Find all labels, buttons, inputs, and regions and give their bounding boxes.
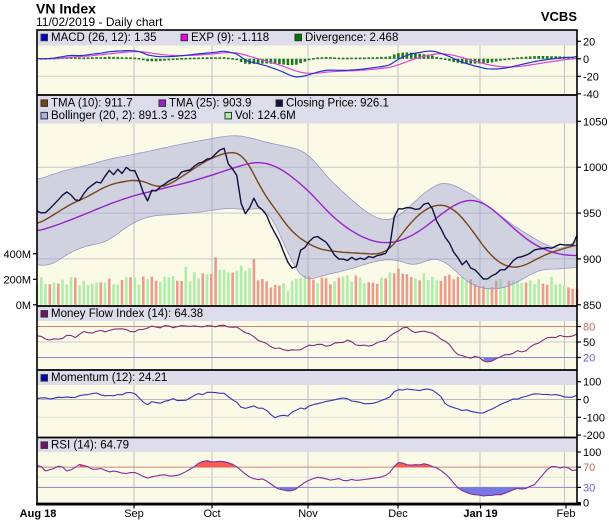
svg-text:Aug 18: Aug 18: [20, 508, 57, 520]
svg-text:-100: -100: [583, 412, 605, 424]
svg-text:Jan 19: Jan 19: [463, 508, 497, 520]
svg-text:20: 20: [583, 36, 595, 48]
svg-text:100: 100: [583, 447, 601, 459]
svg-text:Dec: Dec: [388, 508, 408, 520]
svg-text:200M: 200M: [3, 274, 31, 286]
svg-text:400M: 400M: [3, 249, 31, 261]
svg-text:0: 0: [583, 395, 589, 407]
svg-text:Momentum (12): 24.21: Momentum (12): 24.21: [51, 372, 167, 384]
svg-text:70: 70: [583, 462, 595, 474]
svg-text:Divergence: 2.468: Divergence: 2.468: [305, 32, 398, 44]
svg-text:RSI (14): 64.79: RSI (14): 64.79: [51, 440, 129, 452]
svg-text:VCBS: VCBS: [541, 9, 577, 24]
svg-text:Bollinger (20, 2): 891.3 - 923: Bollinger (20, 2): 891.3 - 923: [51, 110, 197, 122]
svg-text:Feb: Feb: [557, 508, 576, 520]
svg-text:MACD (26, 12): 1.35: MACD (26, 12): 1.35: [51, 32, 156, 44]
svg-text:11/02/2019 - Daily chart: 11/02/2019 - Daily chart: [36, 15, 163, 29]
svg-text:1050: 1050: [583, 116, 607, 128]
svg-text:Money Flow Index (14): 64.38: Money Flow Index (14): 64.38: [51, 308, 203, 320]
svg-text:Nov: Nov: [298, 508, 318, 520]
svg-text:TMA (10): 911.7: TMA (10): 911.7: [51, 97, 133, 109]
svg-text:-200: -200: [583, 430, 605, 442]
svg-text:Sep: Sep: [124, 508, 144, 520]
svg-text:850: 850: [583, 300, 601, 312]
svg-text:1000: 1000: [583, 162, 607, 174]
svg-text:-40: -40: [583, 89, 599, 101]
svg-text:0M: 0M: [16, 300, 31, 312]
svg-text:Closing Price: 926.1: Closing Price: 926.1: [286, 97, 389, 109]
svg-text:30: 30: [583, 482, 595, 494]
svg-text:100: 100: [583, 377, 601, 389]
svg-text:50: 50: [583, 337, 595, 349]
svg-text:20: 20: [583, 353, 595, 365]
svg-text:950: 950: [583, 208, 601, 220]
svg-text:EXP (9): -1.118: EXP (9): -1.118: [191, 32, 269, 44]
svg-text:VN Index: VN Index: [36, 1, 96, 17]
svg-text:Oct: Oct: [203, 508, 220, 520]
svg-text:80: 80: [583, 322, 595, 334]
svg-text:-20: -20: [583, 71, 599, 83]
svg-text:Vol: 124.6M: Vol: 124.6M: [235, 110, 296, 122]
svg-text:900: 900: [583, 254, 601, 266]
svg-text:0: 0: [583, 498, 589, 510]
svg-text:TMA (25): 903.9: TMA (25): 903.9: [169, 97, 251, 109]
svg-text:0: 0: [583, 54, 589, 66]
